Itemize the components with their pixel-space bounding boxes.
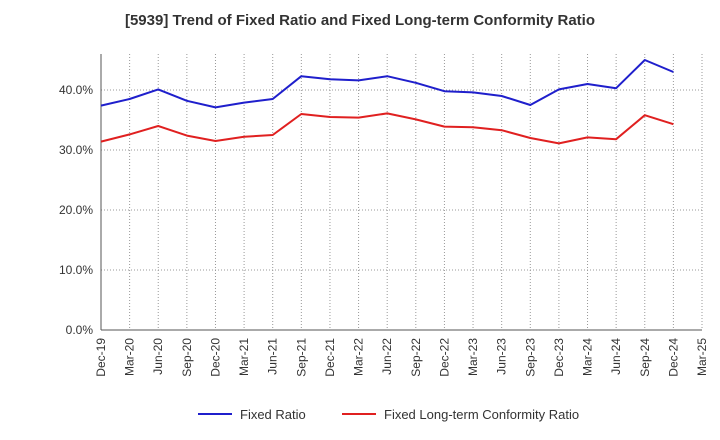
- x-tick-label: Mar-22: [352, 338, 366, 376]
- x-tick-label: Dec-21: [323, 338, 337, 377]
- y-tick-label: 0.0%: [66, 323, 94, 337]
- x-tick-label: Sep-24: [638, 338, 652, 377]
- legend-label: Fixed Ratio: [240, 407, 306, 422]
- x-tick-label: Mar-25: [695, 338, 709, 376]
- y-tick-label: 20.0%: [59, 203, 93, 217]
- x-tick-label: Mar-24: [581, 338, 595, 376]
- x-tick-label: Jun-21: [266, 338, 280, 375]
- series-line-1: [100, 59, 674, 109]
- chart-title: [5939] Trend of Fixed Ratio and Fixed Lo…: [124, 12, 596, 29]
- x-tick-label: Jun-24: [609, 338, 623, 375]
- y-tick-label: 30.0%: [59, 143, 93, 157]
- x-tick-label: Sep-21: [294, 338, 308, 377]
- x-tick-label: Dec-24: [666, 338, 680, 377]
- x-tick-label: Mar-21: [237, 338, 251, 376]
- x-tick-label: Dec-22: [437, 338, 451, 377]
- series-line-2: [100, 112, 674, 145]
- x-tick-label: Dec-20: [208, 338, 222, 377]
- x-tick-label: Dec-19: [94, 338, 108, 377]
- y-tick-label: 10.0%: [59, 263, 93, 277]
- x-tick-label: Dec-23: [552, 338, 566, 377]
- x-tick-label: Jun-23: [495, 338, 509, 375]
- x-tick-label: Jun-20: [151, 338, 165, 375]
- x-tick-label: Mar-20: [123, 338, 137, 376]
- x-tick-label: Mar-23: [466, 338, 480, 376]
- x-tick-label: Sep-23: [523, 338, 537, 377]
- legend-label: Fixed Long-term Conformity Ratio: [384, 407, 579, 422]
- y-tick-label: 40.0%: [59, 83, 93, 97]
- x-tick-label: Jun-22: [380, 338, 394, 375]
- x-tick-label: Sep-20: [180, 338, 194, 377]
- x-tick-label: Sep-22: [409, 338, 423, 377]
